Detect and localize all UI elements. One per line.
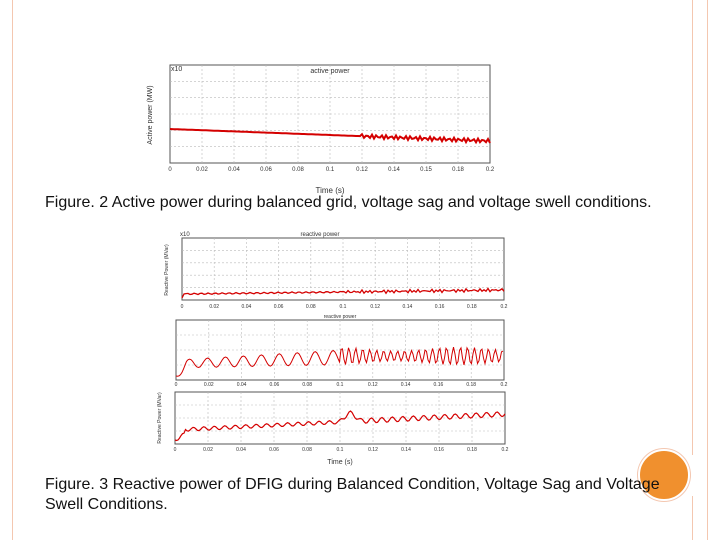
x-tick-label: 0.15	[420, 167, 432, 173]
right-border-line-inner	[692, 0, 693, 455]
chart-title: reactive power	[300, 232, 339, 238]
active-power-chart: active power x10 Active power (MW) 0 0.02…	[147, 64, 495, 195]
right-border-line	[707, 0, 708, 540]
x-tick-label: 0.12	[368, 447, 378, 453]
x-tick-label: 0	[174, 447, 177, 453]
reactive-power-series-line	[181, 287, 505, 299]
x-tick-label: 0.12	[370, 304, 380, 310]
x-tick-label: 0	[181, 304, 184, 310]
x-tick-label: 0.1	[326, 167, 335, 173]
y-exponent: x10	[171, 66, 182, 73]
x-tick-label: 0.2	[501, 304, 508, 310]
x-tick-label: 0.16	[434, 447, 444, 453]
x-tick-label: 0.12	[356, 167, 368, 173]
x-tick-label: 0.18	[467, 447, 477, 453]
x-tick-label: 0.08	[292, 167, 304, 173]
x-tick-label: 0.04	[242, 304, 252, 310]
x-tick-label: 0.2	[501, 382, 508, 388]
figure-2-caption: Figure. 2 Active power during balanced g…	[45, 194, 652, 211]
y-axis-label: Reactive Power (MVar)	[157, 392, 163, 444]
x-tick-label: 0.14	[388, 167, 400, 173]
x-tick-label: 0.04	[228, 167, 240, 173]
x-tick-label: 0.08	[302, 447, 312, 453]
left-border-line	[12, 0, 13, 540]
x-tick-label: 0.1	[337, 447, 344, 453]
x-tick-label: 0.08	[302, 382, 312, 388]
x-tick-label: 0.2	[502, 447, 509, 453]
x-tick-label: 0.08	[306, 304, 316, 310]
x-tick-label: 0.06	[274, 304, 284, 310]
x-tick-label: 0.1	[337, 382, 344, 388]
x-tick-label: 0.02	[209, 304, 219, 310]
decorative-circle-icon	[638, 449, 690, 501]
x-tick-label: 0.18	[452, 167, 464, 173]
x-tick-label: 0.16	[435, 304, 445, 310]
chart-title: active power	[310, 68, 350, 75]
active-power-series-line	[169, 128, 491, 145]
right-border-line-inner-bottom	[692, 496, 693, 540]
x-tick-label: 0.06	[260, 167, 272, 173]
x-tick-label: 0.02	[196, 167, 208, 173]
x-axis-label: Time (s)	[315, 186, 344, 195]
x-tick-label: 0.06	[269, 447, 279, 453]
x-tick-label: 0.18	[466, 382, 476, 388]
x-tick-label: 0.04	[236, 447, 246, 453]
reactive-power-chart-3: Reactive Power (MVar) 0 0.02 0.04 0.06 0.08 0…	[157, 391, 509, 466]
x-tick-label: 0.14	[401, 382, 411, 388]
y-exponent: x10	[180, 232, 190, 238]
x-tick-label: 0.2	[486, 167, 495, 173]
x-tick-label: 0	[175, 382, 178, 388]
figure-3-caption: Figure. 3 Reactive power of DFIG during …	[45, 476, 660, 513]
x-axis-label: Time (s)	[327, 459, 352, 466]
reactive-power-chart-1: reactive power x10 Reactive Power (MVar)…	[164, 232, 508, 310]
x-tick-label: 0.14	[401, 447, 411, 453]
y-axis-label: Active power (MW)	[147, 85, 154, 144]
x-tick-label: 0.02	[203, 447, 213, 453]
x-tick-label: 0.1	[340, 304, 347, 310]
reactive-power-chart-2: reactive power 0 0.02 0.04 0.06 0.08 0.1 0.12 0…	[175, 314, 508, 388]
reactive-power-series-line	[175, 346, 504, 377]
y-axis-label: Reactive Power (MVar)	[164, 244, 170, 296]
x-tick-label: 0.02	[204, 382, 214, 388]
reactive-power-series-line	[174, 410, 506, 442]
x-tick-label: 0.04	[237, 382, 247, 388]
x-tick-label: 0.12	[368, 382, 378, 388]
x-tick-label: 0.16	[434, 382, 444, 388]
x-tick-label: 0.18	[467, 304, 477, 310]
x-tick-label: 0.06	[270, 382, 280, 388]
x-tick-label: 0	[168, 167, 172, 173]
x-tick-label: 0.14	[403, 304, 413, 310]
chart-title: reactive power	[324, 314, 357, 320]
